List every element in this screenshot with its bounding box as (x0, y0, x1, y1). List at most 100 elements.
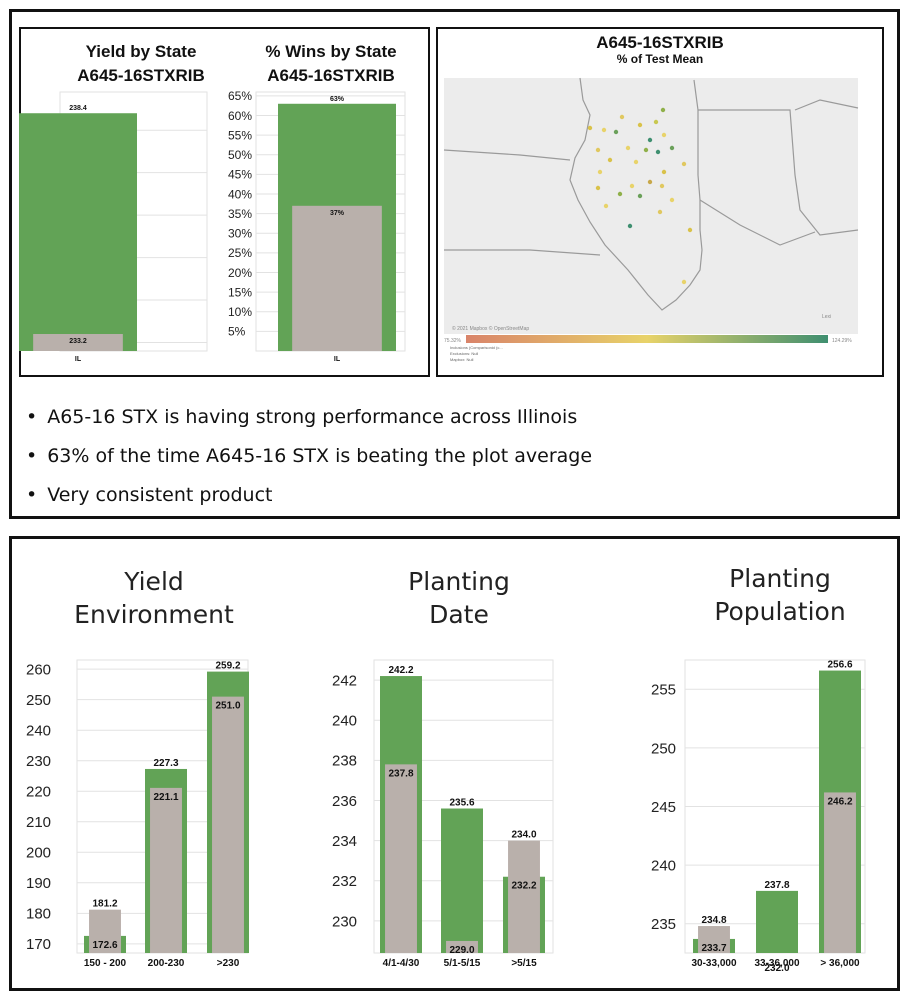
legend-item: Exclusions: Null (450, 351, 478, 356)
y-tick-label: 230 (332, 913, 357, 930)
data-label: 237.8 (764, 880, 789, 891)
y-tick-label: 65% (228, 89, 252, 103)
site-dot (629, 183, 635, 189)
y-tick-label: 60% (228, 109, 252, 123)
site-dot (595, 185, 601, 191)
y-tick-label: 180 (26, 906, 51, 923)
scale-min: 75.32% (444, 338, 462, 344)
legend-item: Mapbox: Null (450, 357, 473, 362)
map-copyright: © 2021 Mapbox © OpenStreetMap (452, 325, 529, 332)
yield-environment-title: Yield Environment (74, 567, 234, 629)
bar-test-mean (508, 840, 540, 953)
legend-item: Inclusions (Comparisonid (c... (450, 345, 503, 350)
x-category-label: 5/1-5/15 (444, 958, 481, 969)
site-dot (595, 147, 601, 153)
test-sites (587, 107, 693, 285)
y-tick-label: 5% (228, 325, 246, 339)
y-tick-label: 50% (228, 148, 252, 162)
y-tick-label: 20% (228, 266, 252, 280)
y-tick-label: 210 (26, 814, 51, 831)
data-label: 229.0 (449, 945, 474, 956)
color-scale (466, 335, 828, 343)
site-dot (657, 209, 663, 215)
data-label: 238.4 (69, 105, 87, 112)
bar-test-mean (446, 940, 478, 953)
site-dot (661, 132, 667, 138)
data-label: 256.6 (827, 660, 852, 671)
data-label: 234.0 (511, 830, 536, 841)
y-tick-label: 15% (228, 285, 252, 299)
y-tick-label: 250 (651, 740, 676, 757)
y-tick-label: 234 (332, 833, 357, 850)
data-label: 251.0 (215, 701, 240, 712)
data-label: 172.6 (92, 940, 117, 951)
yield-by-state-title: Yield by State A645-16STXRIB (77, 42, 205, 85)
y-tick-label: 220 (26, 784, 51, 801)
planting_population-chart: 255 250 245 240 235 234.8 233.7 30-33,000 237.8 2… (651, 659, 866, 974)
bar-test-mean (212, 696, 244, 953)
data-label: 259.2 (215, 661, 240, 672)
site-dot (661, 169, 667, 175)
site-dot (660, 107, 666, 113)
data-label: 234.8 (701, 915, 726, 926)
bar-test-mean (89, 909, 121, 953)
site-dot (669, 197, 675, 203)
data-label: 246.2 (827, 796, 852, 807)
y-tick-label: 35% (228, 207, 252, 221)
site-dot (687, 227, 693, 233)
site-dot (633, 159, 639, 165)
bar-primary (441, 808, 483, 953)
data-label: 227.3 (153, 758, 178, 769)
y-tick-label: 25% (228, 246, 252, 260)
y-tick-label: 40% (228, 187, 252, 201)
x-category-label: IL (75, 356, 82, 363)
y-tick-label: 240 (651, 858, 676, 875)
bar-test-mean (698, 926, 730, 953)
y-tick-label: 10% (228, 305, 252, 319)
data-label: 232.0 (764, 963, 789, 974)
site-dot (619, 114, 625, 120)
site-dot (681, 161, 687, 167)
bullet-item: Very consistent product (26, 476, 592, 515)
site-dot (655, 149, 661, 155)
y-tick-label: 235 (651, 916, 676, 933)
data-label: 63% (330, 96, 345, 103)
bar-test-mean (292, 205, 382, 351)
bar-test-mean (385, 764, 417, 953)
x-category-label: 200-230 (148, 958, 185, 969)
x-category-label: IL (334, 356, 341, 363)
y-tick-label: 240 (26, 723, 51, 740)
site-dot (603, 203, 609, 209)
site-dot (647, 179, 653, 185)
bar-test-mean (824, 792, 856, 953)
planting_date-chart: 242 240 238 236 234 232 230 242.2 237.8 4/1-4/30 2… (332, 659, 554, 969)
y-tick-label: 240 (332, 713, 357, 730)
bar-test-mean (150, 787, 182, 953)
y-tick-label: 232 (332, 873, 357, 890)
site-dot (637, 193, 643, 199)
x-category-label: 150 - 200 (84, 958, 127, 969)
data-label: 242.2 (388, 665, 413, 676)
x-category-label: >230 (217, 958, 240, 969)
site-dot (659, 183, 665, 189)
state-borders (443, 77, 859, 311)
y-tick-label: 250 (26, 692, 51, 709)
data-label: 233.7 (701, 943, 726, 954)
bar-test-mean (33, 334, 123, 351)
planting-population-title: Planting Population (714, 564, 846, 626)
data-label: 237.8 (388, 768, 413, 779)
scale-max: 124.29% (832, 338, 852, 344)
bullet-item: 63% of the time A645-16 STX is beating t… (26, 437, 592, 476)
data-label: 233.2 (69, 338, 87, 345)
site-dot (643, 147, 649, 153)
summary-bullets: A65-16 STX is having strong performance … (26, 398, 592, 515)
x-category-label: 33-36,000 (754, 958, 799, 969)
y-tick-label: 242 (332, 672, 357, 689)
site-dot (681, 279, 687, 285)
data-label: 235.6 (449, 798, 474, 809)
planting-date-title: Planting Date (408, 567, 510, 629)
data-label: 181.2 (92, 899, 117, 910)
map-background (444, 78, 858, 334)
wins_by_state-chart: 65% 60% 55% 50% 45% 40% 35% 30% 25% 20% 15% 10% 5% 63… (228, 89, 406, 363)
